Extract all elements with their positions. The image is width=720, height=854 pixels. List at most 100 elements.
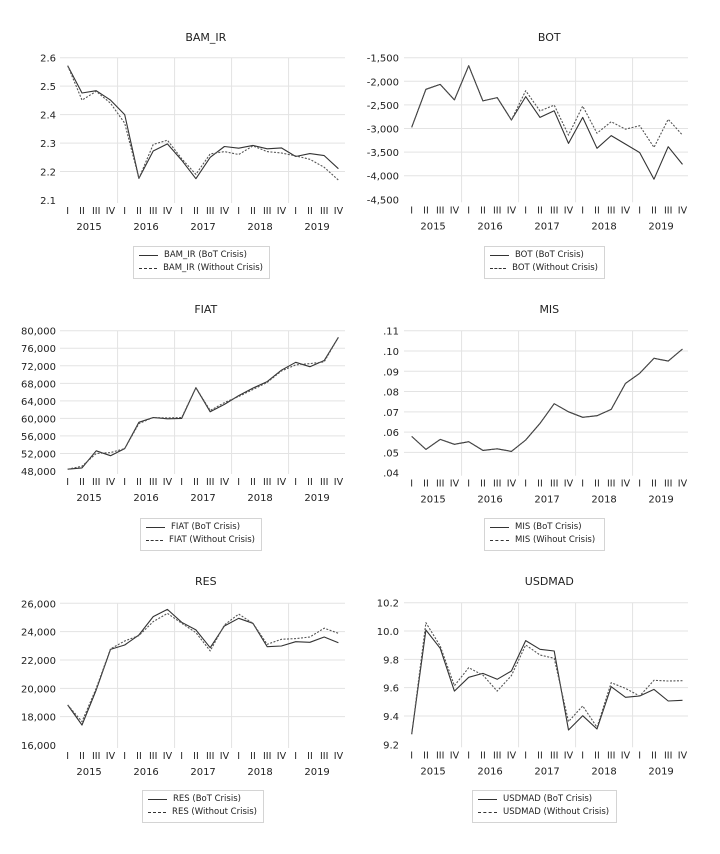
legend-entry-dashed: USDMAD (Without Crisis) bbox=[478, 806, 610, 819]
x-tick-label: III bbox=[493, 750, 501, 761]
x-tick-label: IV bbox=[678, 205, 688, 216]
x-tick-label: II bbox=[423, 205, 429, 216]
x-tick-label: IV bbox=[507, 479, 517, 490]
y-tick-label: 2.2 bbox=[40, 168, 56, 179]
x-tick-label: IV bbox=[621, 205, 631, 216]
x-tick-label: IV bbox=[450, 205, 460, 216]
x-tick-label: II bbox=[480, 479, 486, 490]
year-label: 2018 bbox=[591, 766, 616, 777]
y-tick-label: .04 bbox=[383, 469, 399, 480]
x-tick-label: II bbox=[537, 205, 543, 216]
y-tick-label: 72,000 bbox=[21, 362, 56, 373]
legend-entry-dashed: BOT (Without Crisis) bbox=[490, 262, 598, 275]
year-label: 2016 bbox=[133, 222, 158, 233]
legend-bot: BOT (BoT Crisis) BOT (Without Crisis) bbox=[484, 246, 605, 279]
year-label: 2015 bbox=[420, 495, 445, 506]
x-tick-label: I bbox=[467, 750, 470, 761]
y-tick-label: .08 bbox=[383, 388, 399, 399]
x-tick-label: I bbox=[123, 751, 126, 762]
x-tick-label: II bbox=[423, 479, 429, 490]
year-label: 2017 bbox=[534, 221, 559, 232]
legend-mis: MIS (BoT Crisis) MIS (Wihout Crisis) bbox=[484, 518, 605, 551]
y-tick-label: 2.3 bbox=[40, 139, 56, 150]
solid-line-swatch bbox=[478, 799, 497, 800]
x-tick-label: III bbox=[206, 206, 214, 217]
x-tick-label: III bbox=[436, 750, 444, 761]
x-tick-label: I bbox=[524, 479, 527, 490]
x-tick-label: I bbox=[66, 206, 69, 217]
chart-bot: BOT -1,500 -2,000 -2,500 -3,000 -3,500 -4,000 -… bbox=[367, 31, 688, 232]
legend-entry-dashed: MIS (Wihout Crisis) bbox=[490, 534, 598, 547]
y-tick-label: -3,500 bbox=[367, 148, 399, 159]
x-tick-label: I bbox=[180, 206, 183, 217]
x-tick-label: II bbox=[307, 477, 313, 488]
x-tick-label: II bbox=[537, 750, 543, 761]
x-tick-label: II bbox=[307, 751, 313, 762]
y-tick-label: .06 bbox=[383, 428, 399, 439]
x-tick-label: I bbox=[524, 750, 527, 761]
x-tick-label: III bbox=[607, 205, 615, 216]
x-tick-label: IV bbox=[564, 750, 574, 761]
series-line-dashed bbox=[411, 348, 683, 452]
x-tick-label: IV bbox=[621, 750, 631, 761]
y-tick-label: 2.5 bbox=[40, 82, 56, 93]
series-line-solid bbox=[67, 608, 339, 726]
y-tick-label: .11 bbox=[383, 327, 399, 338]
y-tick-label: 64,000 bbox=[21, 397, 56, 408]
x-tick-label: IV bbox=[220, 751, 230, 762]
x-tick-label: I bbox=[66, 477, 69, 488]
series-line-solid bbox=[411, 65, 683, 180]
y-tick-label: 9.4 bbox=[383, 712, 399, 723]
legend-label: BAM_IR (BoT Crisis) bbox=[164, 250, 247, 260]
y-tick-label: 18,000 bbox=[21, 713, 56, 724]
year-label: 2016 bbox=[133, 767, 158, 778]
y-tick-label: 16,000 bbox=[21, 741, 56, 752]
x-tick-label: I bbox=[180, 751, 183, 762]
x-tick-label: III bbox=[92, 477, 100, 488]
legend-entry-solid: BOT (BoT Crisis) bbox=[490, 249, 598, 262]
x-tick-label: II bbox=[480, 750, 486, 761]
x-tick-label: III bbox=[550, 205, 558, 216]
series-line-solid bbox=[67, 337, 339, 470]
year-label: 2019 bbox=[648, 495, 673, 506]
x-tick-label: III bbox=[206, 477, 214, 488]
x-tick-label: III bbox=[263, 477, 271, 488]
y-tick-label: .07 bbox=[383, 408, 399, 419]
year-label: 2018 bbox=[591, 495, 616, 506]
x-tick-label: I bbox=[524, 205, 527, 216]
chart-bam_ir: BAM_IR2.62.52.42.32.22.1I II III IV I II III IV… bbox=[40, 31, 345, 233]
x-tick-label: II bbox=[307, 206, 313, 217]
x-tick-label: I bbox=[638, 205, 641, 216]
legend-label: MIS (BoT Crisis) bbox=[515, 522, 582, 532]
series-line-dashed bbox=[411, 622, 683, 735]
x-tick-label: II bbox=[651, 479, 657, 490]
x-tick-label: I bbox=[66, 751, 69, 762]
legend-label: USDMAD (BoT Crisis) bbox=[503, 794, 593, 804]
x-tick-label: IV bbox=[507, 750, 517, 761]
x-tick-label: IV bbox=[678, 750, 688, 761]
y-tick-label: -4,000 bbox=[367, 172, 399, 183]
x-tick-label: I bbox=[123, 206, 126, 217]
dashed-line-swatch bbox=[148, 812, 167, 813]
dashed-line-swatch bbox=[490, 540, 509, 541]
solid-line-swatch bbox=[146, 527, 165, 528]
y-tick-label: -2,000 bbox=[367, 77, 399, 88]
x-tick-label: II bbox=[594, 750, 600, 761]
x-tick-label: I bbox=[467, 479, 470, 490]
x-tick-label: IV bbox=[277, 206, 287, 217]
year-label: 2018 bbox=[247, 493, 272, 504]
x-tick-label: II bbox=[423, 750, 429, 761]
x-tick-label: IV bbox=[621, 479, 631, 490]
y-tick-label: 10.0 bbox=[377, 627, 399, 638]
legend-entry-dashed: RES (Without Crisis) bbox=[148, 806, 257, 819]
x-tick-label: III bbox=[664, 479, 672, 490]
x-tick-label: IV bbox=[334, 751, 344, 762]
series-line-dashed bbox=[67, 612, 339, 723]
x-tick-label: I bbox=[180, 477, 183, 488]
x-tick-label: IV bbox=[564, 205, 574, 216]
y-tick-label: 80,000 bbox=[21, 327, 56, 338]
chart-fiat: FIAT 80,000 76,000 72,000 68,000 64,000 60,000… bbox=[21, 303, 345, 504]
y-tick-label: 26,000 bbox=[21, 599, 56, 610]
x-tick-label: IV bbox=[277, 477, 287, 488]
